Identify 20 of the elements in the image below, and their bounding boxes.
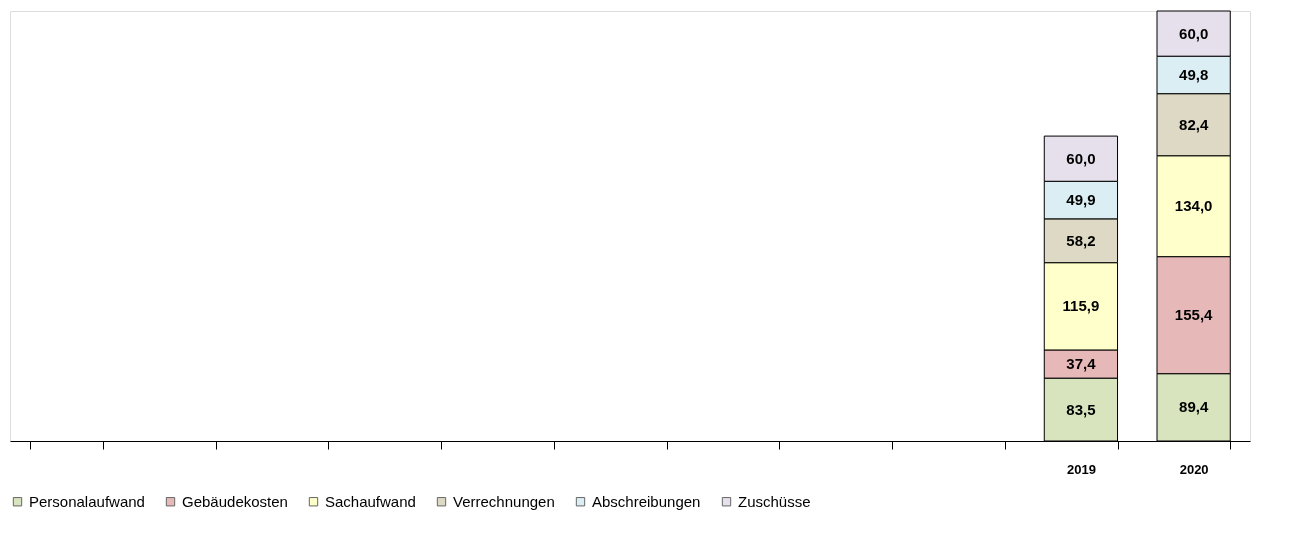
data-label: 89,4 [1179,398,1209,416]
data-label: 134,0 [1174,197,1213,215]
legend-label: Gebäudekosten [182,492,288,510]
data-label: 60,0 [1066,149,1096,167]
data-label: 37,4 [1066,355,1097,373]
data-label: 83,5 [1066,400,1096,418]
data-label: 60,0 [1179,24,1209,42]
data-label: 58,2 [1066,231,1096,249]
legend-label: Verrechnungen [453,492,555,510]
data-label: 82,4 [1179,115,1209,133]
legend-label: Personalaufwand [29,492,145,510]
data-label: 49,8 [1179,65,1209,83]
legend-label: Zuschüsse [738,492,811,510]
data-label: 115,9 [1062,297,1100,315]
data-label: 155,4 [1174,306,1214,324]
x-tick-label: 2019 [1066,461,1096,477]
data-label: 49,9 [1066,191,1096,209]
legend-label: Sachaufwand [325,492,416,510]
legend-label: Abschreibungen [592,492,701,510]
x-tick-label: 2020 [1179,461,1209,477]
